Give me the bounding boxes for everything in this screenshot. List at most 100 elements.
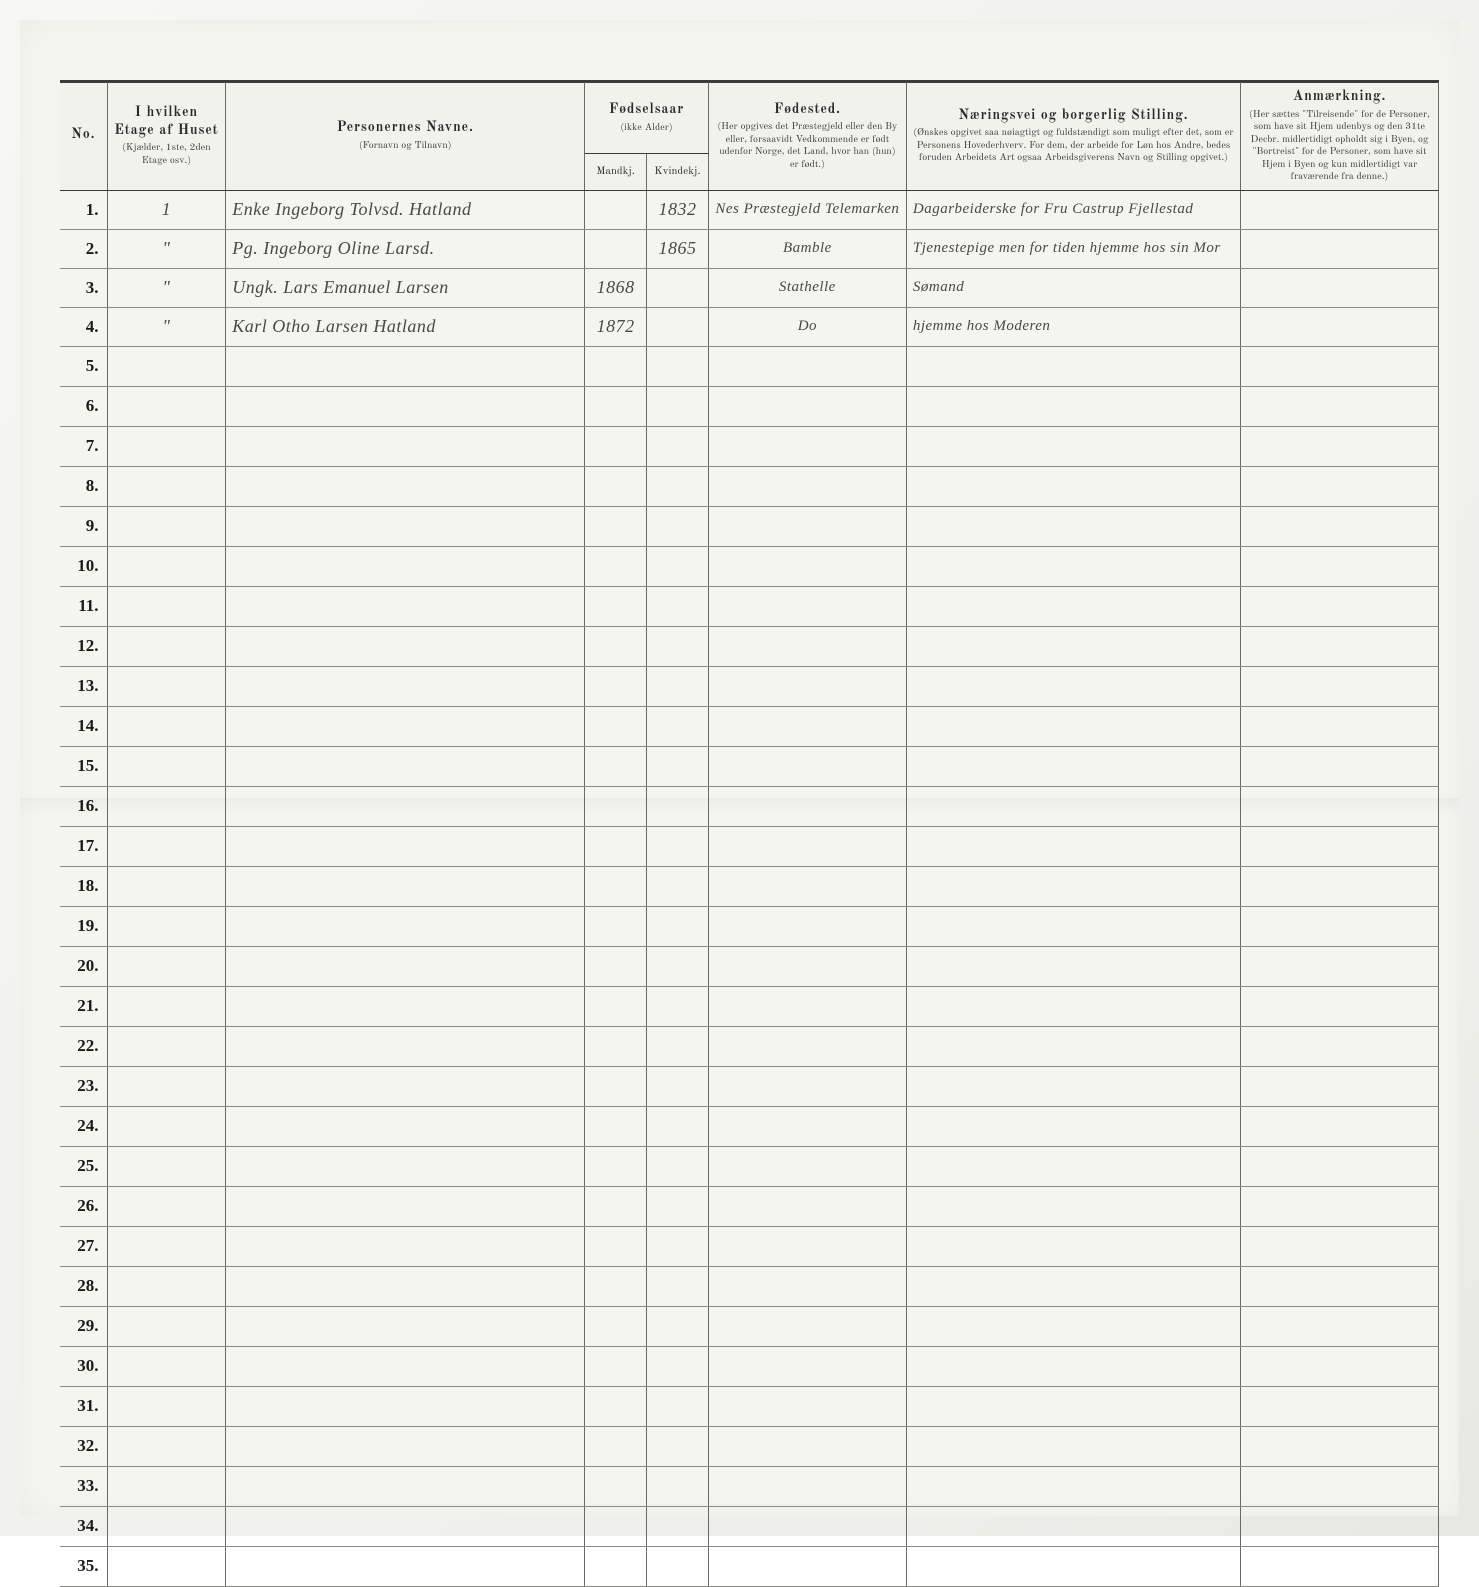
cell-fsted <box>708 546 906 586</box>
cell-navn <box>226 986 585 1026</box>
cell-navn <box>226 1466 585 1506</box>
cell-kvind <box>647 1106 709 1146</box>
cell-kvind <box>647 866 709 906</box>
cell-still <box>906 706 1240 746</box>
cell-mand <box>585 1266 647 1306</box>
table-row: 20 <box>60 946 1439 986</box>
col-navn-sub: (Fornavn og Tilnavn) <box>232 140 578 153</box>
cell-fsted: Stathelle <box>708 268 906 307</box>
cell-still <box>906 546 1240 586</box>
cell-kvind <box>647 826 709 866</box>
cell-navn <box>226 826 585 866</box>
cell-anm <box>1240 1466 1438 1506</box>
handwriting: " <box>108 238 226 259</box>
cell-still <box>906 1066 1240 1106</box>
cell-still <box>906 906 1240 946</box>
cell-navn <box>226 426 585 466</box>
cell-still <box>906 666 1240 706</box>
row-number: 3 <box>60 268 107 307</box>
cell-kvind <box>647 786 709 826</box>
cell-navn <box>226 1266 585 1306</box>
col-mandkj-header: Mandkj. <box>585 154 647 190</box>
cell-mand <box>585 786 647 826</box>
cell-kvind <box>647 426 709 466</box>
handwriting: Pg. Ingeborg Oline Larsd. <box>226 238 584 259</box>
col-etage-title: I hvilken Etage af Huset <box>114 105 220 140</box>
cell-etage <box>107 386 226 426</box>
row-number: 13 <box>60 666 107 706</box>
cell-fsted <box>708 1466 906 1506</box>
cell-fsted <box>708 1146 906 1186</box>
cell-still <box>906 466 1240 506</box>
table-row: 31 <box>60 1386 1439 1426</box>
cell-kvind <box>647 986 709 1026</box>
cell-kvind <box>647 346 709 386</box>
row-number: 5 <box>60 346 107 386</box>
handwriting: Stathelle <box>709 279 906 296</box>
cell-etage: " <box>107 268 226 307</box>
cell-anm <box>1240 626 1438 666</box>
cell-fsted <box>708 386 906 426</box>
cell-fsted <box>708 946 906 986</box>
cell-mand <box>585 586 647 626</box>
cell-still <box>906 1346 1240 1386</box>
cell-still <box>906 1186 1240 1226</box>
cell-anm <box>1240 229 1438 268</box>
cell-still <box>906 506 1240 546</box>
cell-still <box>906 1506 1240 1546</box>
cell-mand <box>585 1546 647 1586</box>
col-fodselsaar-sub: (ikke Alder) <box>591 122 702 135</box>
row-number: 4 <box>60 307 107 346</box>
cell-navn <box>226 1106 585 1146</box>
cell-still <box>906 986 1240 1026</box>
cell-kvind <box>647 307 709 346</box>
handwriting: " <box>108 316 226 337</box>
table-row: 18 <box>60 866 1439 906</box>
cell-fsted <box>708 906 906 946</box>
cell-still <box>906 1426 1240 1466</box>
cell-fsted <box>708 986 906 1026</box>
cell-navn <box>226 946 585 986</box>
cell-still <box>906 426 1240 466</box>
cell-fsted <box>708 1226 906 1266</box>
cell-still <box>906 346 1240 386</box>
cell-mand <box>585 866 647 906</box>
table-header: No. I hvilken Etage af Huset (Kjælder, 1… <box>60 83 1439 191</box>
cell-kvind <box>647 1146 709 1186</box>
cell-still: Dagarbeiderske for Fru Castrup Fjellesta… <box>906 190 1240 229</box>
cell-fsted <box>708 1306 906 1346</box>
cell-etage <box>107 1266 226 1306</box>
col-fodselsaar-header: Fødselsaar (ikke Alder) <box>585 83 709 154</box>
table-row: 21 <box>60 986 1439 1026</box>
cell-mand <box>585 1226 647 1266</box>
cell-anm <box>1240 1266 1438 1306</box>
table-row: 10 <box>60 546 1439 586</box>
cell-still <box>906 1386 1240 1426</box>
cell-etage <box>107 1106 226 1146</box>
cell-kvind <box>647 946 709 986</box>
cell-anm <box>1240 906 1438 946</box>
cell-fsted <box>708 1066 906 1106</box>
row-number: 15 <box>60 746 107 786</box>
cell-mand <box>585 229 647 268</box>
cell-anm <box>1240 506 1438 546</box>
cell-fsted <box>708 666 906 706</box>
cell-navn <box>226 906 585 946</box>
cell-still <box>906 946 1240 986</box>
cell-kvind <box>647 666 709 706</box>
paper-sheet: No. I hvilken Etage af Huset (Kjælder, 1… <box>20 20 1459 1516</box>
cell-kvind: 1832 <box>647 190 709 229</box>
table-row: 33 <box>60 1466 1439 1506</box>
cell-mand <box>585 346 647 386</box>
cell-navn <box>226 466 585 506</box>
cell-mand <box>585 506 647 546</box>
col-fodselsaar-title: Fødselsaar <box>591 102 702 120</box>
cell-mand <box>585 1386 647 1426</box>
cell-fsted: Bamble <box>708 229 906 268</box>
cell-fsted <box>708 586 906 626</box>
table-row: 25 <box>60 1146 1439 1186</box>
handwriting: 1 <box>108 199 226 220</box>
row-number: 7 <box>60 426 107 466</box>
cell-etage <box>107 1426 226 1466</box>
row-number: 20 <box>60 946 107 986</box>
